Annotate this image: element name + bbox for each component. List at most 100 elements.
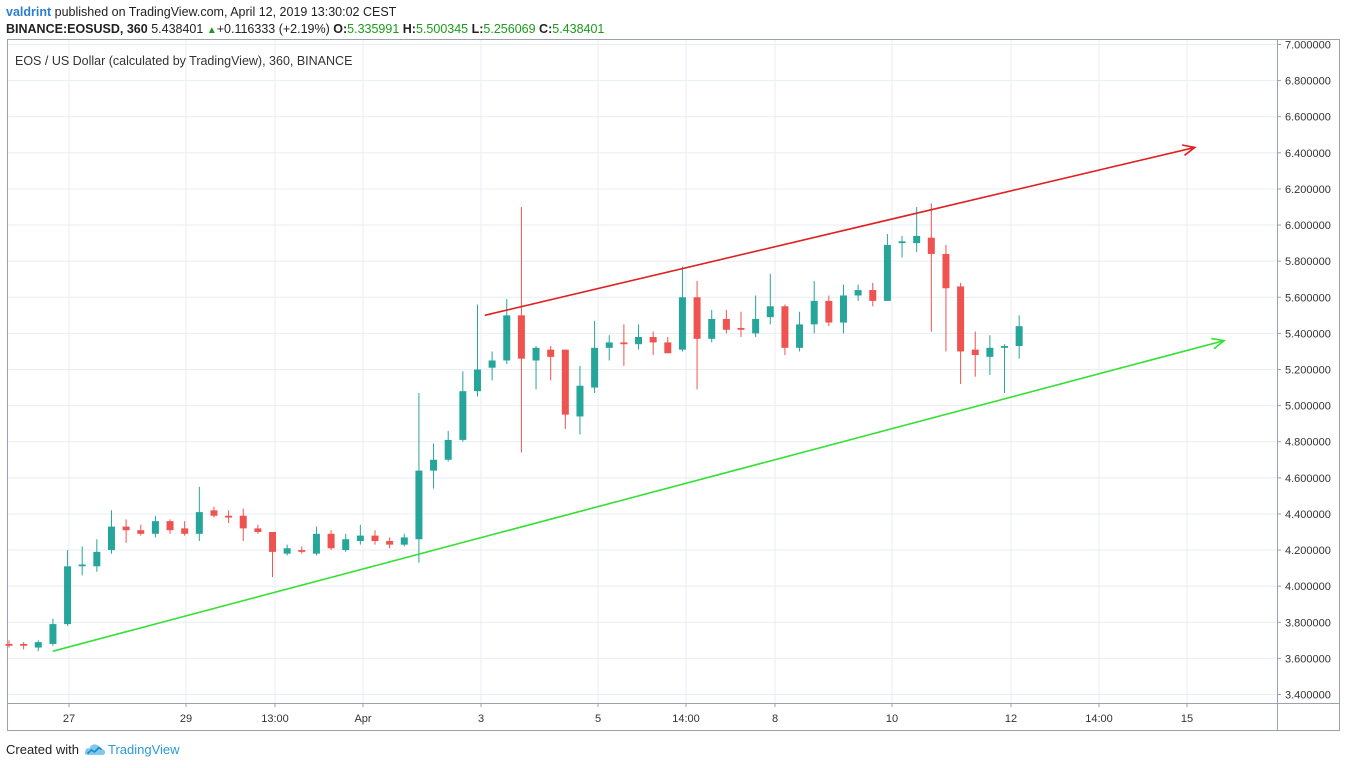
candle-body	[254, 528, 262, 532]
candle-body	[298, 550, 306, 552]
candle-down	[20, 642, 28, 650]
candle-up	[78, 546, 86, 576]
candle-body	[34, 642, 42, 648]
candle-down	[825, 295, 833, 327]
candle-body	[342, 539, 350, 551]
open-label: O:	[333, 22, 348, 36]
author-link[interactable]: valdrint	[6, 5, 52, 19]
candle-down	[386, 537, 394, 549]
y-tick-label: 6.600000	[1285, 112, 1331, 124]
last-price: 5.438401	[151, 22, 204, 36]
x-tick-label: 3	[478, 713, 484, 725]
candle-body	[591, 347, 599, 388]
candle-up	[883, 234, 891, 301]
y-tick-label: 4.200000	[1285, 545, 1331, 557]
candle-up	[444, 430, 452, 462]
support-arrowhead-icon	[1211, 337, 1227, 350]
y-tick-label: 3.600000	[1285, 653, 1331, 665]
candle-down	[693, 281, 701, 390]
ohlc-legend: BINANCE:EOSUSD, 360 5.438401 ▲+0.116333 …	[6, 22, 604, 36]
candle-body	[620, 342, 628, 345]
x-axis[interactable]: 27 29 13:00 Apr 3 5 14:00 8 10 12 14:00 15	[63, 703, 1193, 725]
x-tick-label: 15	[1181, 713, 1193, 725]
trendlines[interactable]	[52, 144, 1227, 652]
y-tick-label: 6.800000	[1285, 76, 1331, 88]
low-label: L:	[471, 22, 484, 36]
candle-body	[722, 318, 730, 330]
grid	[8, 40, 1277, 703]
y-tick-label: 5.800000	[1285, 256, 1331, 268]
candle-up	[796, 311, 804, 352]
candle-body	[693, 297, 701, 339]
candle-body	[269, 532, 277, 552]
candle-body	[957, 286, 965, 352]
candle-body	[371, 535, 379, 542]
y-tick-label: 5.400000	[1285, 328, 1331, 340]
candle-up	[913, 207, 921, 253]
candle-up	[283, 544, 291, 556]
candle-down	[210, 506, 218, 518]
support-trendline[interactable]	[52, 339, 1225, 652]
candle-body	[459, 391, 467, 440]
candle-body	[547, 349, 555, 357]
candle-down	[371, 530, 379, 545]
candle-up	[488, 351, 496, 381]
candle-body	[1001, 346, 1009, 348]
y-tick-label: 5.200000	[1285, 365, 1331, 377]
candle-body	[752, 318, 760, 334]
y-tick-label: 4.600000	[1285, 473, 1331, 485]
close-label: C:	[539, 22, 553, 36]
candle-down	[327, 530, 335, 551]
x-tick-label: 13:00	[261, 713, 289, 725]
resistance-trendline[interactable]	[484, 146, 1196, 317]
footer: Created with TradingView	[6, 742, 180, 757]
candle-body	[64, 566, 72, 625]
candle-body	[664, 342, 672, 354]
candle-up	[312, 526, 320, 556]
candle-body	[137, 530, 145, 534]
candle-up	[342, 533, 350, 552]
candle-up	[430, 443, 438, 489]
candle-body	[971, 349, 979, 356]
candle-body	[898, 241, 906, 244]
candle-body	[195, 512, 203, 534]
candle-body	[327, 533, 335, 549]
tradingview-brand[interactable]: TradingView	[82, 742, 180, 757]
resistance-arrowhead-icon	[1181, 144, 1197, 156]
candle-body	[678, 297, 686, 350]
x-tick-label: 14:00	[1085, 713, 1113, 725]
candle-up	[678, 266, 686, 352]
y-axis[interactable]: 3.400000 3.600000 3.800000 4.000000 4.200000…	[1277, 40, 1331, 702]
candle-up	[532, 346, 540, 390]
candle-body	[883, 244, 891, 301]
candle-up	[64, 550, 72, 626]
candle-up	[986, 335, 994, 375]
candle-down	[722, 309, 730, 334]
candle-body	[796, 324, 804, 348]
candle-up	[635, 324, 643, 350]
high-value: 5.500345	[415, 22, 469, 36]
candle-body	[93, 551, 101, 567]
candle-up	[810, 281, 818, 334]
candle-down	[620, 324, 628, 366]
chart-title: EOS / US Dollar (calculated by TradingVi…	[15, 54, 352, 68]
y-tick-label: 6.000000	[1285, 220, 1331, 232]
y-tick-label: 6.200000	[1285, 184, 1331, 196]
candle-down	[122, 519, 130, 543]
publish-info: valdrint published on TradingView.com, A…	[6, 5, 396, 19]
candle-up	[1015, 315, 1023, 359]
candle-down	[781, 304, 789, 356]
candle-down	[561, 349, 569, 430]
candle-down	[239, 508, 247, 542]
brand-label: TradingView	[107, 742, 180, 757]
high-label: H:	[402, 22, 416, 36]
candle-body	[430, 459, 438, 471]
y-tick-label: 4.000000	[1285, 581, 1331, 593]
price-chart[interactable]: EOS / US Dollar (calculated by TradingVi…	[0, 0, 1347, 740]
x-tick-label: 12	[1005, 713, 1017, 725]
change-up-arrow-icon: ▲	[206, 25, 217, 36]
candles	[5, 203, 1023, 652]
candle-down	[737, 311, 745, 337]
candle-up	[605, 335, 613, 361]
candle-body	[283, 548, 291, 554]
